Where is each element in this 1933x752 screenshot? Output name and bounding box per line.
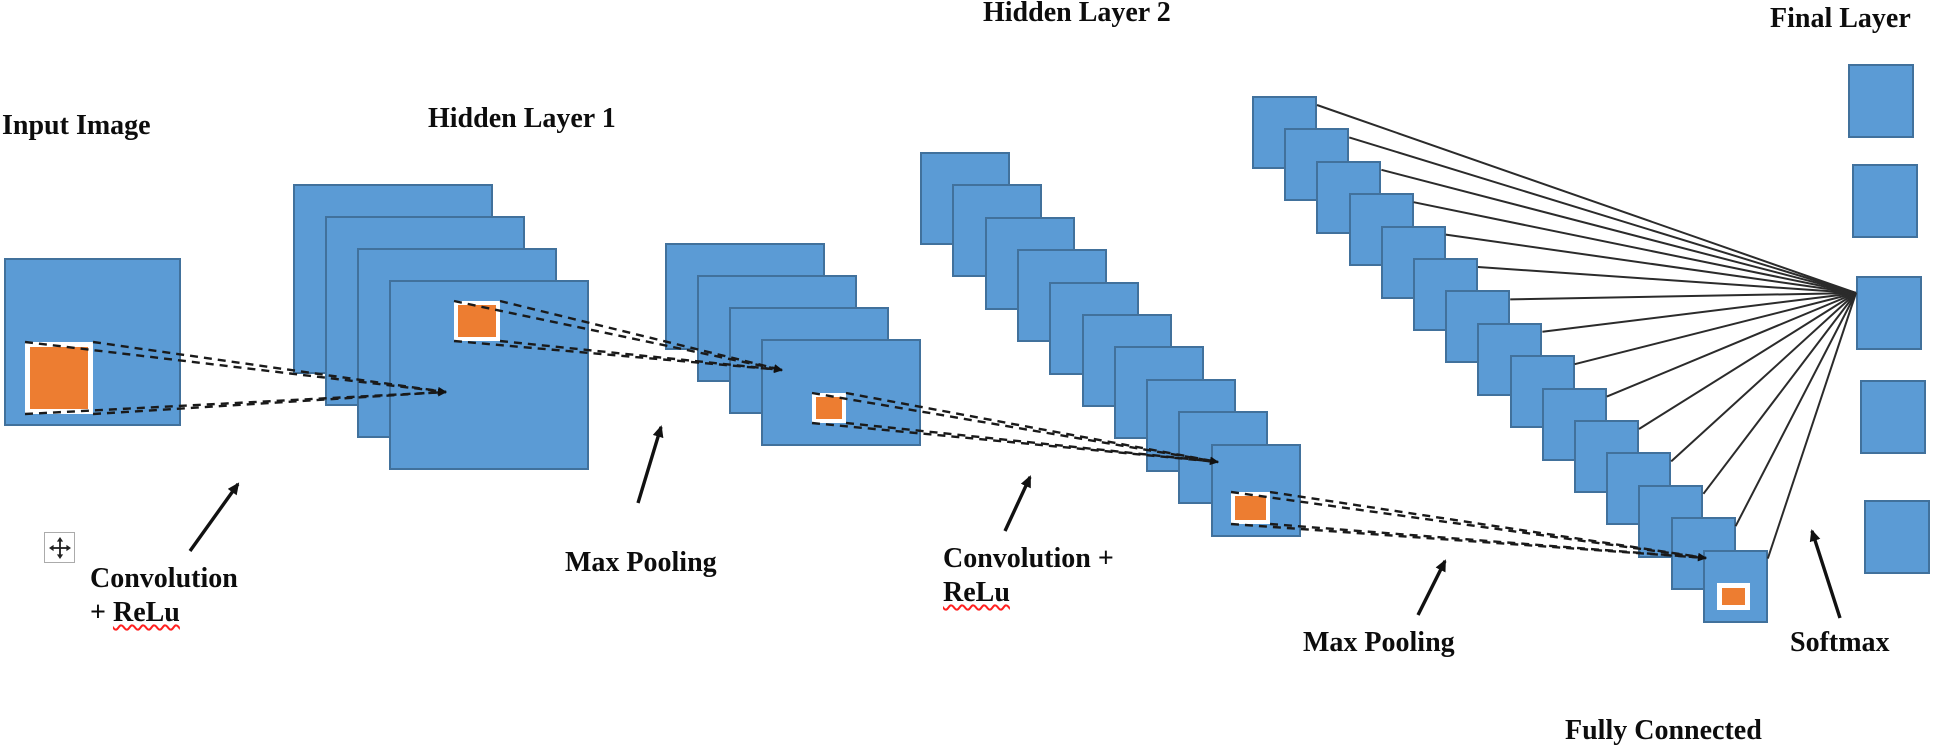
move-handle-icon[interactable] (44, 532, 75, 563)
label-max-pooling-1: Max Pooling (565, 547, 717, 578)
max-pooling-1-arrow (636, 425, 664, 504)
final-layer-node (1856, 276, 1922, 350)
conv-relu-2-arrow (1003, 475, 1032, 532)
label-hidden-layer-1: Hidden Layer 1 (428, 103, 616, 134)
label-convolution-relu-1: Convolution + ReLu (90, 562, 238, 630)
conv-relu-1-line1: Convolution (90, 563, 238, 594)
label-input-image: Input Image (2, 110, 151, 141)
label-max-pooling-2: Max Pooling (1303, 627, 1455, 658)
label-fully-connected: Fully Connected (1565, 715, 1762, 746)
hidden-layer-2-receptive-field (1231, 492, 1270, 524)
max-pooling-1-receptive-field (812, 393, 846, 423)
move-arrows-glyph (48, 536, 71, 559)
final-layer-node (1848, 64, 1914, 138)
conv-relu-2-relu: ReLu (943, 577, 1010, 608)
label-convolution-relu-2: Convolution + ReLu (943, 542, 1114, 610)
final-layer-node (1864, 500, 1930, 574)
conv-relu-1-arrow (188, 482, 240, 552)
label-final-layer: Final Layer (1770, 3, 1911, 34)
final-layer-node (1860, 380, 1926, 454)
label-softmax: Softmax (1790, 627, 1890, 658)
max-pooling-2-arrow (1416, 559, 1447, 616)
softmax-arrow (1809, 529, 1842, 619)
label-hidden-layer-2: Hidden Layer 2 (983, 0, 1171, 28)
final-layer-node (1852, 164, 1918, 238)
conv-relu-2-line1: Convolution + (943, 543, 1114, 574)
fully-connected-receptive-field (1717, 583, 1750, 610)
hidden-layer-1-receptive-field (454, 301, 500, 341)
conv-relu-1-relu: ReLu (112, 597, 180, 628)
input-image-receptive-field (25, 342, 93, 414)
conv-relu-1-plus: + (90, 597, 113, 628)
